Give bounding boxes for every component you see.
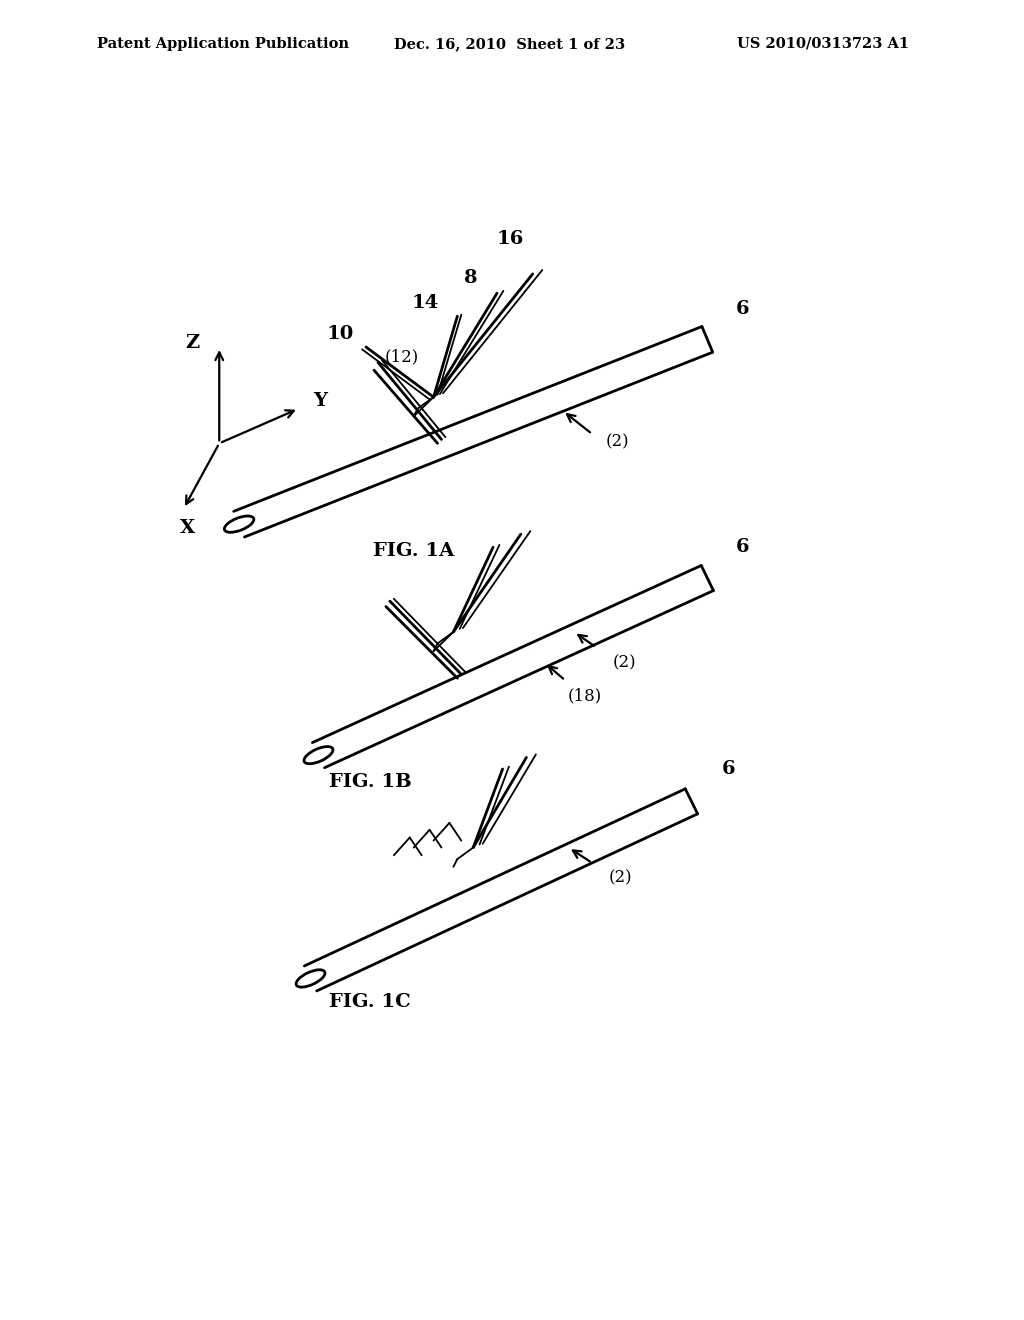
- Text: 16: 16: [497, 230, 524, 248]
- Text: 6: 6: [722, 760, 735, 777]
- Text: (12): (12): [385, 348, 419, 366]
- Text: 8: 8: [464, 269, 477, 286]
- Text: 6: 6: [736, 539, 750, 556]
- Text: Z: Z: [185, 334, 200, 352]
- Text: (2): (2): [608, 870, 632, 887]
- Text: FIG. 1B: FIG. 1B: [329, 774, 412, 791]
- Text: US 2010/0313723 A1: US 2010/0313723 A1: [737, 37, 909, 51]
- Text: 6: 6: [736, 300, 750, 318]
- Text: FIG. 1A: FIG. 1A: [373, 543, 455, 560]
- Text: (2): (2): [612, 655, 636, 672]
- Text: (18): (18): [567, 688, 601, 705]
- Text: Dec. 16, 2010  Sheet 1 of 23: Dec. 16, 2010 Sheet 1 of 23: [394, 37, 626, 51]
- Text: 10: 10: [327, 325, 354, 343]
- Text: Patent Application Publication: Patent Application Publication: [97, 37, 349, 51]
- Text: 14: 14: [412, 294, 439, 312]
- Text: X: X: [180, 519, 196, 537]
- Text: (2): (2): [606, 433, 630, 450]
- Text: FIG. 1C: FIG. 1C: [329, 993, 411, 1011]
- Text: Y: Y: [313, 392, 327, 411]
